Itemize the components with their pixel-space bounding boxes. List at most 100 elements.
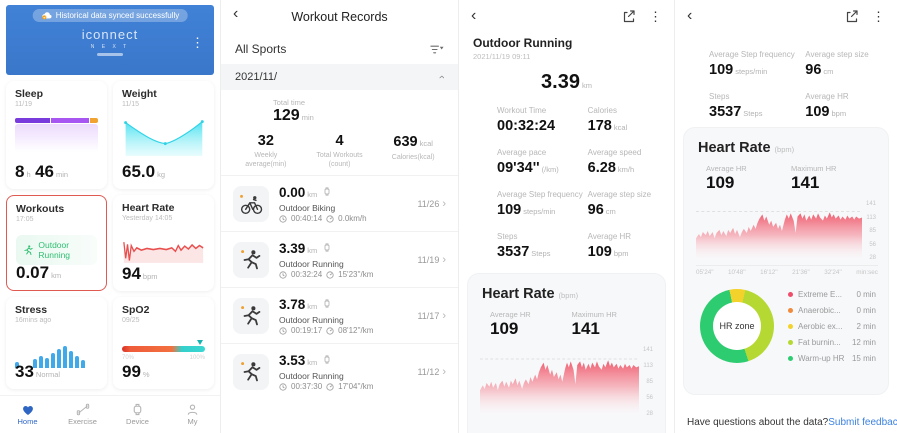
workout-date: 11/17 ›	[417, 309, 446, 322]
heart-rate-date: Yesterday 14:05	[122, 215, 173, 222]
detail-header: ‹ ⋮	[459, 0, 674, 32]
sleep-title: Sleep	[15, 88, 44, 100]
distance: 3.39 km	[279, 240, 407, 258]
nav-my[interactable]: My	[165, 396, 220, 433]
workouts-value: 0.07 km	[16, 263, 62, 282]
legend-dot	[788, 355, 793, 361]
records-header: ‹ Workout Records	[221, 0, 458, 34]
legend-warm-up: Warm-up HR 15 min	[788, 350, 876, 366]
more-icon[interactable]: ⋮	[191, 35, 204, 50]
device-source-icon	[324, 187, 330, 196]
workouts-title: Workouts	[16, 203, 65, 215]
weight-value: 65.0 kg	[122, 162, 166, 181]
stat-step-frequency: Average Step frequency 109 steps/min	[497, 190, 583, 218]
duration-icon	[279, 327, 287, 335]
workout-meta: 00:37:30 17'04''/km	[279, 382, 407, 391]
pace-icon	[326, 215, 334, 223]
legend-dot	[788, 339, 793, 345]
hr-zone-section: HR zone Extreme E... 0 min Anaerobic... 0 …	[696, 286, 876, 366]
app-logo-text: iconnect	[81, 27, 139, 42]
nav-device[interactable]: Device	[110, 396, 165, 433]
pace-icon	[326, 327, 334, 335]
more-icon[interactable]: ⋮	[872, 8, 885, 24]
heart-icon	[22, 406, 33, 415]
maximum-hr: Maximum HR 141	[791, 164, 837, 192]
home-screen: Historical data synced successfully icon…	[0, 0, 220, 433]
workouts-card[interactable]: Workouts 17:05 Outdoor Running 0.07 km	[6, 195, 107, 291]
heart-rate-chart: 141 113 85 56 28	[696, 201, 876, 263]
back-icon[interactable]: ‹	[471, 7, 477, 24]
workout-row-biking[interactable]: 0.00 km Outdoor Biking 00:40:14 0.0km/h	[221, 175, 458, 231]
pace-icon	[326, 383, 334, 391]
nav-exercise[interactable]: Exercise	[55, 396, 110, 433]
stress-chart	[15, 338, 98, 368]
stat-average-speed: Average speed 6.28 km/h	[587, 148, 642, 176]
workout-date: 11/19 ›	[417, 253, 446, 266]
calories: 639 kcal Calories(kcal)	[391, 134, 435, 161]
submit-feedback-link[interactable]: Submit feedback	[828, 417, 897, 428]
back-icon[interactable]: ‹	[233, 5, 239, 22]
hr-zone-center-label: HR zone	[719, 321, 755, 331]
sport-filter[interactable]: All Sports	[221, 34, 458, 64]
spo2-gauge	[122, 340, 205, 352]
stat-average-pace: Average pace 09'34'' (/km)	[497, 148, 559, 176]
workout-list: 0.00 km Outdoor Biking 00:40:14 0.0km/h	[221, 175, 458, 399]
hr-y-axis: 141 113 85 56 28	[642, 347, 653, 417]
heart-rate-card-home[interactable]: Heart Rate Yesterday 14:05 94 bpm	[113, 195, 214, 291]
distance: 3.53 km	[279, 352, 407, 370]
spo2-card[interactable]: SpO2 09/25 70% 100% 99%	[113, 297, 214, 389]
outdoor-biking-icon	[233, 185, 269, 222]
back-icon[interactable]: ‹	[687, 7, 693, 24]
workout-row-running-1[interactable]: 3.39 km Outdoor Running 00:32:24 15'23''/…	[221, 231, 458, 287]
weight-chart	[124, 120, 204, 156]
legend-anaerobic: Anaerobic... 0 min	[788, 302, 876, 318]
workout-row-running-3[interactable]: 3.53 km Outdoor Running 00:37:30 17'04''/…	[221, 343, 458, 399]
month-group-header[interactable]: 2021/11/ ›	[221, 64, 458, 90]
workout-meta: 00:19:17 08'12''/km	[279, 326, 407, 335]
workout-datetime: 2021/11/19 09:11	[473, 52, 531, 61]
legend-extreme: Extreme E... 0 min	[788, 286, 876, 302]
share-icon[interactable]	[621, 8, 637, 24]
nav-home[interactable]: Home	[0, 396, 55, 433]
chevron-right-icon: ›	[442, 309, 446, 322]
stat-step-size: Average step size 96 cm	[805, 50, 869, 78]
sleep-date: 11/19	[15, 101, 32, 108]
page-title: Workout Records	[291, 10, 388, 24]
duration-icon	[279, 271, 287, 279]
workout-type: Outdoor Running	[473, 36, 573, 50]
last-workout-label: Outdoor Running	[38, 240, 71, 260]
app-logo: iconnect N E X T	[6, 27, 214, 56]
stat-workout-time: Workout Time 00:32:24	[497, 106, 556, 134]
heart-rate-card: Heart Rate (bpm) Average HR 109 Maximum HR…	[467, 273, 666, 433]
sync-banner: Historical data synced successfully	[32, 9, 188, 22]
hr-y-axis: 141 113 85 56 28	[865, 201, 876, 261]
legend-dot	[788, 323, 793, 329]
outdoor-running-icon	[233, 297, 269, 334]
stat-step-frequency: Average Step frequency 109 steps/min	[709, 50, 795, 78]
weight-card[interactable]: Weight 11/15 65.0 kg	[113, 81, 214, 189]
weekly-average: 32 Weekly average(min)	[245, 133, 287, 169]
workout-detail-screen-scrolled: ‹ ⋮ Average Step frequency 109 steps/min A…	[674, 0, 897, 433]
stress-card[interactable]: Stress 16mins ago 33 Normal	[6, 297, 107, 389]
sync-banner-text: Historical data synced successfully	[55, 11, 180, 20]
stat-step-size: Average step size 96 cm	[587, 190, 652, 218]
stress-date: 16mins ago	[15, 317, 52, 324]
share-icon[interactable]	[844, 8, 860, 24]
stat-average-hr: Average HR 109 bpm	[805, 92, 849, 120]
average-hr: Average HR 109	[490, 310, 531, 338]
heart-rate-card: Heart Rate (bpm) Average HR 109 Maximum HR…	[683, 127, 889, 395]
more-icon[interactable]: ⋮	[649, 8, 662, 24]
sport-filter-label: All Sports	[235, 42, 287, 56]
workout-records-screen: ‹ Workout Records All Sports 2021/11/ › …	[220, 0, 458, 433]
total-distance: 3.39 km	[541, 71, 592, 93]
workout-row-running-2[interactable]: 3.78 km Outdoor Running 00:19:17 08'12''/…	[221, 287, 458, 343]
maximum-hr: Maximum HR 141	[571, 310, 617, 338]
exercise-icon	[76, 403, 89, 416]
duration-icon	[279, 383, 287, 391]
workout-title-block: Outdoor Running 2021/11/19 09:11	[459, 32, 674, 61]
watch-icon	[133, 403, 142, 416]
stat-average-hr: Average HR 109 bpm	[587, 232, 632, 260]
